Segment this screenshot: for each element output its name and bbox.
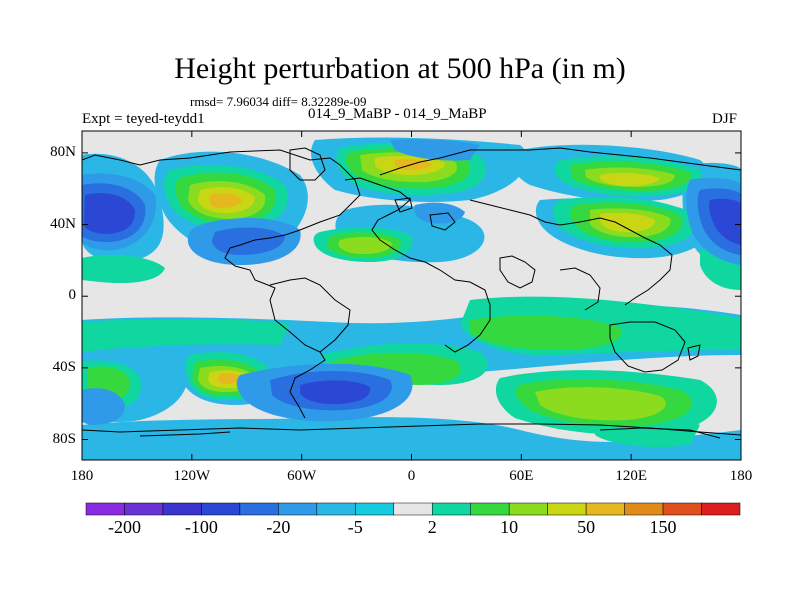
lat-tick-label: 40N bbox=[50, 215, 76, 232]
colorbar-tick-label: -5 bbox=[347, 517, 363, 537]
colorbar-tick-label: -200 bbox=[107, 517, 141, 537]
lat-tick-label: 80N bbox=[50, 143, 76, 160]
lon-tick-label: 120E bbox=[615, 468, 647, 484]
lon-tick-label: 0 bbox=[407, 468, 416, 484]
colorbar-swatch bbox=[201, 502, 241, 516]
lon-tick-label: 60W bbox=[287, 468, 317, 484]
contour-level-minus-50 bbox=[84, 193, 741, 405]
lon-tick-label: 180 bbox=[70, 468, 94, 484]
colorbar-swatch bbox=[431, 502, 471, 516]
lon-tick-label: 60E bbox=[509, 468, 534, 484]
colorbar-tick-label: 10 bbox=[500, 517, 519, 537]
lon-tick-label: 120W bbox=[173, 468, 211, 484]
experiment-label: Expt = teyed-teydd1 bbox=[82, 111, 205, 127]
coastlines bbox=[82, 147, 741, 439]
colorbar-tick-label: -20 bbox=[266, 517, 291, 537]
colorbar-tick-label: 2 bbox=[427, 517, 437, 537]
colorbar-swatch bbox=[470, 502, 510, 516]
colorbar-swatch bbox=[124, 502, 164, 516]
colorbar-tick-label: 150 bbox=[649, 517, 677, 537]
colorbar-swatch bbox=[278, 502, 318, 516]
case-label: 014_9_MaBP - 014_9_MaBP bbox=[308, 106, 487, 122]
plot-title: Height perturbation at 500 hPa (in m) bbox=[174, 52, 626, 85]
colorbar-swatch bbox=[355, 502, 395, 516]
colorbar-swatch bbox=[508, 502, 548, 516]
colorbar-swatch bbox=[547, 502, 587, 516]
colorbar-swatch bbox=[662, 502, 702, 516]
colorbar-swatch bbox=[316, 502, 356, 516]
colorbar bbox=[85, 502, 741, 516]
colorbar-swatch bbox=[85, 502, 125, 516]
lon-ticks bbox=[81, 131, 742, 460]
colorbar-swatch bbox=[239, 502, 279, 516]
lat-tick-label: 40S bbox=[52, 358, 76, 375]
season-label: DJF bbox=[712, 111, 738, 127]
colorbar-swatch bbox=[585, 502, 625, 516]
colorbar-swatch bbox=[162, 502, 202, 516]
colorbar-swatch bbox=[393, 502, 433, 516]
lat-tick-label: 80S bbox=[52, 430, 76, 447]
lat-ticks bbox=[82, 152, 741, 441]
lat-tick-label: 0 bbox=[68, 287, 77, 304]
colorbar-swatch bbox=[624, 502, 664, 516]
stats-label: rmsd= 7.96034 diff= 8.32289e-09 bbox=[190, 94, 367, 109]
colorbar-tick-label: 50 bbox=[577, 517, 596, 537]
contour-field bbox=[82, 131, 741, 460]
colorbar-tick-label: -100 bbox=[184, 517, 218, 537]
colorbar-swatch bbox=[701, 502, 741, 516]
lon-tick-label: 180 bbox=[729, 468, 753, 484]
